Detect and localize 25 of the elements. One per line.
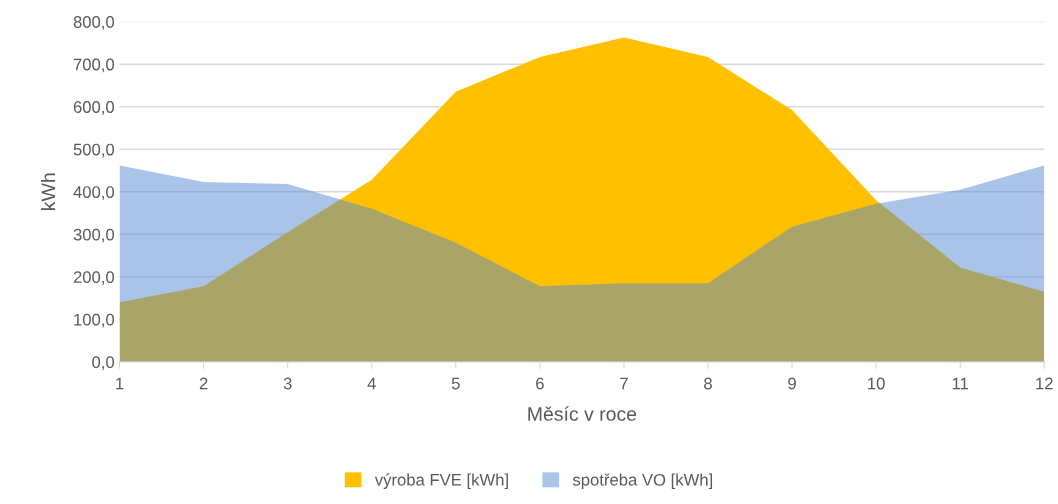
- y-tick-label: 400,0: [73, 186, 115, 200]
- x-tick-label: 8: [704, 377, 712, 390]
- x-tick-label: 2: [199, 377, 208, 390]
- x-tick-label: 9: [788, 377, 796, 390]
- y-tick-label: 700,0: [73, 58, 115, 73]
- y-tick-label: 0,0: [92, 356, 115, 371]
- x-axis-title: Měsíc v roce: [528, 406, 637, 421]
- x-tick-label: 11: [952, 377, 969, 390]
- legend-label: výroba FVE [kWh]: [374, 473, 508, 489]
- x-tick-label: 5: [451, 377, 460, 390]
- y-tick-label: 600,0: [73, 101, 115, 115]
- y-tick-label: 500,0: [73, 143, 115, 158]
- x-tick-label: 12: [1036, 377, 1053, 390]
- y-tick-label: 800,0: [73, 16, 115, 30]
- y-tick-label: 100,0: [74, 313, 115, 328]
- y-tick-label: 200,0: [73, 271, 115, 285]
- y-tick-label: 300,0: [73, 228, 115, 243]
- x-tick-label: 3: [283, 377, 292, 390]
- x-tick-label: 4: [367, 377, 376, 390]
- x-tick-label: 1: [116, 377, 124, 390]
- x-tick-label: 6: [536, 377, 544, 390]
- y-axis-title: kWh: [40, 173, 56, 210]
- x-tick-label: 7: [620, 377, 628, 390]
- legend-label: spotřeba VO [kWh]: [572, 473, 713, 489]
- x-tick-label: 10: [868, 377, 885, 390]
